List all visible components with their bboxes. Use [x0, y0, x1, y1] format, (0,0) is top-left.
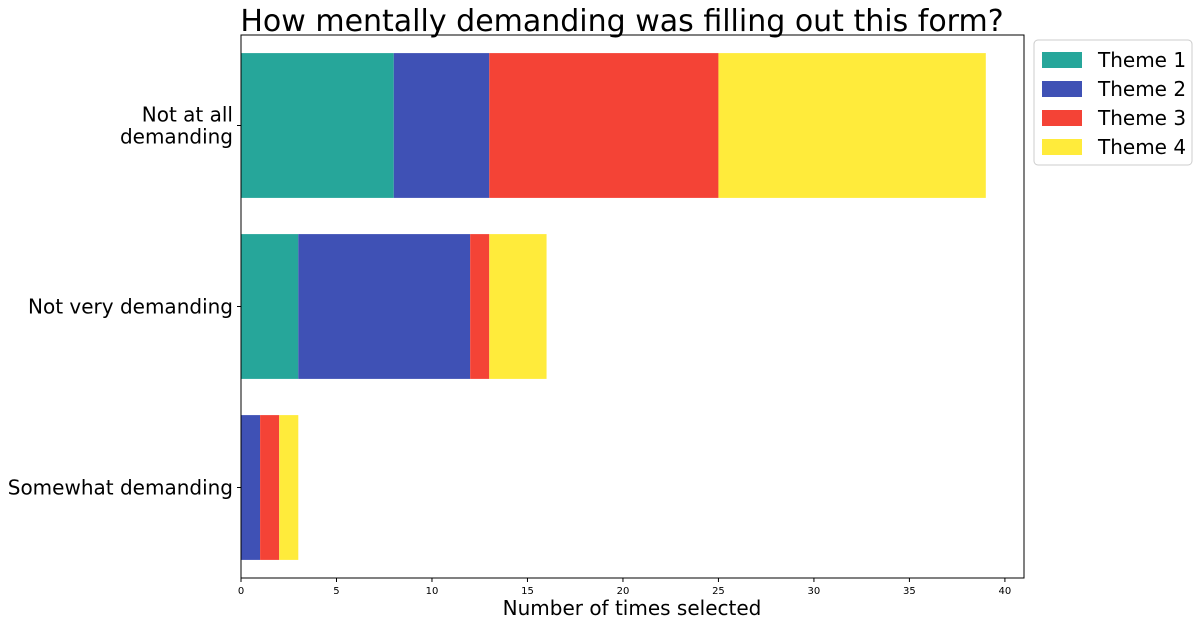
x-tick-label: 35	[903, 586, 916, 597]
x-tick-label: 0	[238, 586, 244, 597]
x-axis-label: Number of times selected	[503, 596, 762, 620]
x-tick-label: 20	[617, 586, 630, 597]
bar-segment	[279, 415, 299, 560]
bar-segment	[241, 234, 299, 379]
x-tick-label: 10	[426, 586, 439, 597]
legend-label: Theme 1	[1097, 48, 1186, 72]
legend-swatch	[1042, 81, 1082, 97]
legend-label: Theme 4	[1097, 135, 1186, 159]
x-tick-label: 25	[712, 586, 725, 597]
legend: Theme 1 Theme 2 Theme 3 Theme 4	[1033, 39, 1193, 166]
y-tick-label: Somewhat demanding	[8, 476, 233, 500]
bar-segment	[241, 415, 261, 560]
legend-swatch	[1042, 139, 1082, 155]
legend-box	[1033, 39, 1193, 166]
x-tick-label: 5	[333, 586, 339, 597]
legend-label: Theme 2	[1097, 77, 1186, 101]
bar-segment	[260, 415, 280, 560]
legend-swatch	[1042, 110, 1082, 126]
bar-segment	[393, 53, 490, 198]
bar-segment	[241, 53, 394, 198]
bar-segment	[718, 53, 986, 198]
x-tick-label: 15	[521, 586, 534, 597]
y-tick-label: Not very demanding	[28, 295, 233, 319]
bar-segment	[470, 234, 490, 379]
bar-segment	[489, 234, 547, 379]
legend-label: Theme 3	[1097, 106, 1186, 130]
y-tick-label: demanding	[120, 125, 233, 149]
x-tick-label: 40	[999, 586, 1012, 597]
x-tick-label: 30	[808, 586, 821, 597]
legend-swatch	[1042, 52, 1082, 68]
chart-title: How mentally demanding was filling out t…	[240, 4, 1003, 39]
y-tick-label: Not at all	[142, 103, 233, 127]
bar-segment	[298, 234, 471, 379]
bar-segment	[489, 53, 719, 198]
x-axis: 0 5 10 15 20 25 30 35 40	[238, 578, 1011, 597]
bars-group	[241, 53, 986, 560]
